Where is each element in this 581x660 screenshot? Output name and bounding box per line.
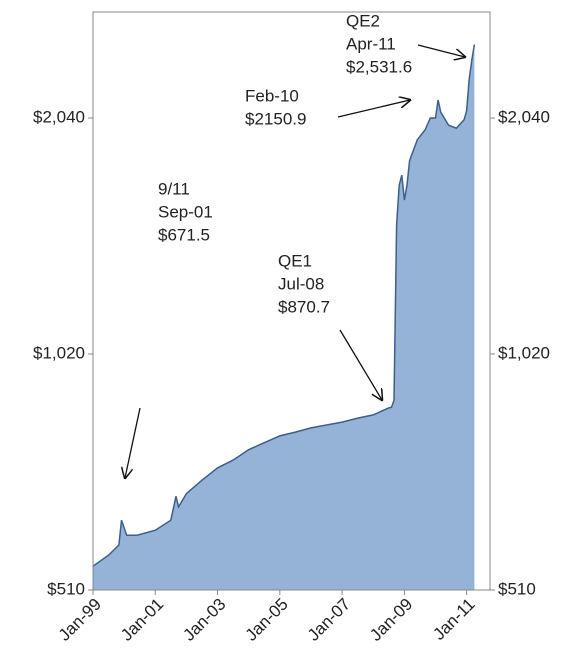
annotation-arrow	[417, 44, 465, 57]
x-tick-label: Jan-01	[117, 595, 167, 645]
y-tick-label: $1,020	[33, 343, 85, 362]
annotation: $2150.9	[245, 109, 306, 128]
x-tick-label: Jan-05	[242, 595, 292, 645]
annotation: Jul-08	[278, 274, 324, 293]
x-tick-label: Jan-09	[366, 595, 416, 645]
y2-tick-label: $2,040	[498, 107, 550, 126]
annotation: Sep-01	[158, 202, 213, 221]
annotation-arrow	[337, 100, 410, 118]
y-tick-label: $510	[47, 579, 85, 598]
x-tick-label: Jan-99	[55, 595, 105, 645]
annotation-arrow	[339, 329, 382, 400]
x-tick-label: Jan-11	[429, 595, 478, 644]
annotation: 9/11	[158, 179, 190, 198]
annotation: $2,531.6	[346, 57, 412, 76]
annotation: Apr-11	[346, 34, 396, 53]
area-line	[92, 44, 476, 567]
plot-frame	[92, 11, 491, 591]
y2-tick-label: $510	[498, 579, 536, 598]
y-tick-label: $2,040	[33, 107, 85, 126]
annotation: $870.7	[278, 297, 330, 316]
area	[93, 44, 475, 590]
annotation-arrow	[125, 407, 141, 478]
annotation: QE2	[346, 11, 380, 30]
annotation: QE1	[278, 251, 312, 270]
x-tick-label: Jan-03	[179, 595, 229, 645]
annotation: $671.5	[158, 225, 210, 244]
annotation: Feb-10	[245, 86, 299, 105]
y2-tick-label: $1,020	[498, 343, 550, 362]
x-tick-label: Jan-07	[304, 595, 354, 645]
